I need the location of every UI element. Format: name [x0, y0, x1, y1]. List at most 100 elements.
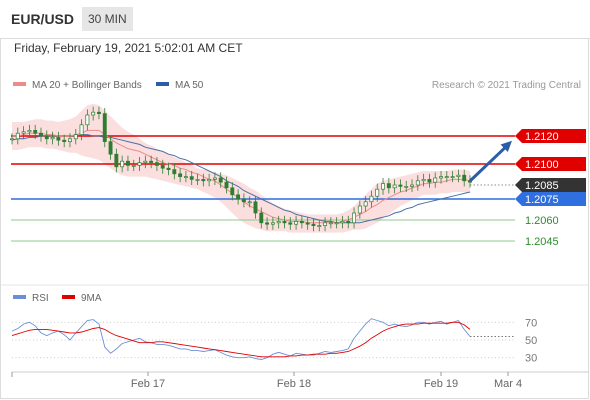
candle: [97, 111, 101, 114]
instrument-name: EUR/USD: [11, 11, 75, 27]
candle: [450, 176, 455, 178]
candle: [334, 222, 339, 225]
candle: [39, 132, 43, 137]
legend-ma50: MA 50: [156, 80, 203, 91]
candle: [114, 153, 119, 168]
candle: [160, 165, 165, 169]
legend-rsi-label: RSI: [32, 293, 49, 304]
level-tag-1.2075: [515, 192, 586, 206]
chart-frame: [0, 38, 589, 399]
candle: [363, 201, 368, 207]
candle: [207, 179, 212, 182]
forecast-arrow-shaft: [468, 144, 509, 183]
candle: [282, 221, 287, 224]
level-tag-1.2085: [515, 178, 586, 192]
candle: [352, 212, 357, 224]
candle: [131, 165, 136, 167]
candle: [56, 137, 61, 141]
timeframe-button[interactable]: 30 MIN: [82, 7, 133, 31]
candle: [375, 188, 380, 197]
candle: [381, 183, 385, 190]
candle: [21, 131, 26, 134]
rsi-ma-line: [11, 321, 471, 358]
candle: [247, 201, 252, 204]
rsi-tick-label: 50: [525, 335, 537, 347]
candle: [340, 221, 345, 224]
candle: [288, 222, 293, 225]
candle: [294, 221, 299, 225]
candle: [149, 160, 154, 163]
candle: [166, 167, 171, 170]
x-tick-label: Mar 4: [494, 378, 522, 390]
candle: [79, 124, 84, 135]
candle: [102, 113, 107, 142]
rsi-tick-label: 70: [525, 317, 537, 329]
legend-ma20: MA 20 + Bollinger Bands: [13, 80, 142, 91]
level-label-1.2060: 1.2060: [525, 215, 559, 227]
header-bar: EUR/USD 30 MIN: [0, 0, 590, 39]
candle: [462, 174, 467, 182]
level-tag-1.2100: [515, 157, 586, 171]
candle: [265, 222, 270, 225]
candle: [404, 186, 409, 188]
chart-credit: Research © 2021 Trading Central: [431, 80, 581, 91]
candle: [241, 198, 246, 203]
candle: [299, 221, 304, 224]
candle: [346, 221, 351, 224]
candle: [178, 173, 183, 177]
rsi-line: [11, 318, 471, 360]
candle: [392, 184, 397, 189]
candle: [317, 225, 322, 227]
candle: [270, 222, 275, 225]
candle: [328, 222, 333, 225]
candle: [143, 160, 148, 163]
candle: [305, 222, 310, 225]
candle: [433, 177, 438, 183]
candle: [195, 179, 200, 181]
candle: [91, 111, 96, 116]
candle: [50, 137, 55, 140]
candle: [15, 132, 20, 140]
candle: [427, 179, 432, 183]
forecast-arrowhead: [500, 140, 512, 152]
ma50-swatch: [156, 82, 169, 87]
candle: [218, 177, 223, 183]
candle: [311, 223, 316, 226]
level-tag-1.2120: [515, 129, 586, 143]
ma20-swatch: [13, 82, 26, 87]
x-tick-label: Feb 19: [424, 378, 458, 390]
candle: [62, 139, 67, 142]
level-label-1.2120: 1.2120: [525, 131, 559, 143]
candle: [85, 114, 90, 126]
candle: [137, 162, 142, 166]
candle: [108, 141, 113, 155]
legend-rsi-ma: 9MA: [62, 293, 102, 304]
ma50-line: [11, 134, 471, 224]
bollinger-band: [12, 103, 470, 233]
legend-ma20-label: MA 20 + Bollinger Bands: [32, 80, 142, 91]
x-tick-label: Feb 18: [277, 378, 311, 390]
candle: [44, 135, 49, 140]
candle: [189, 176, 194, 180]
x-tick-label: Feb 17: [131, 378, 165, 390]
candle: [10, 138, 14, 141]
candle: [236, 194, 241, 200]
candle: [415, 180, 420, 186]
candle: [201, 179, 206, 182]
candle: [444, 176, 449, 178]
legend-rsi-ma-label: 9MA: [81, 293, 102, 304]
legend-ma50-label: MA 50: [175, 80, 204, 91]
candle: [421, 179, 426, 182]
candle: [27, 130, 32, 133]
candle: [259, 212, 264, 224]
candle: [125, 160, 130, 166]
rsi-tick-label: 30: [525, 353, 537, 365]
candle: [357, 205, 362, 214]
candle: [224, 181, 229, 189]
candle: [212, 177, 217, 180]
chart-datetime: Friday, February 19, 2021 5:02:01 AM CET: [14, 41, 243, 55]
candle: [33, 130, 38, 134]
level-label-1.2075: 1.2075: [525, 194, 559, 206]
legend-rsi: RSI: [13, 293, 49, 304]
